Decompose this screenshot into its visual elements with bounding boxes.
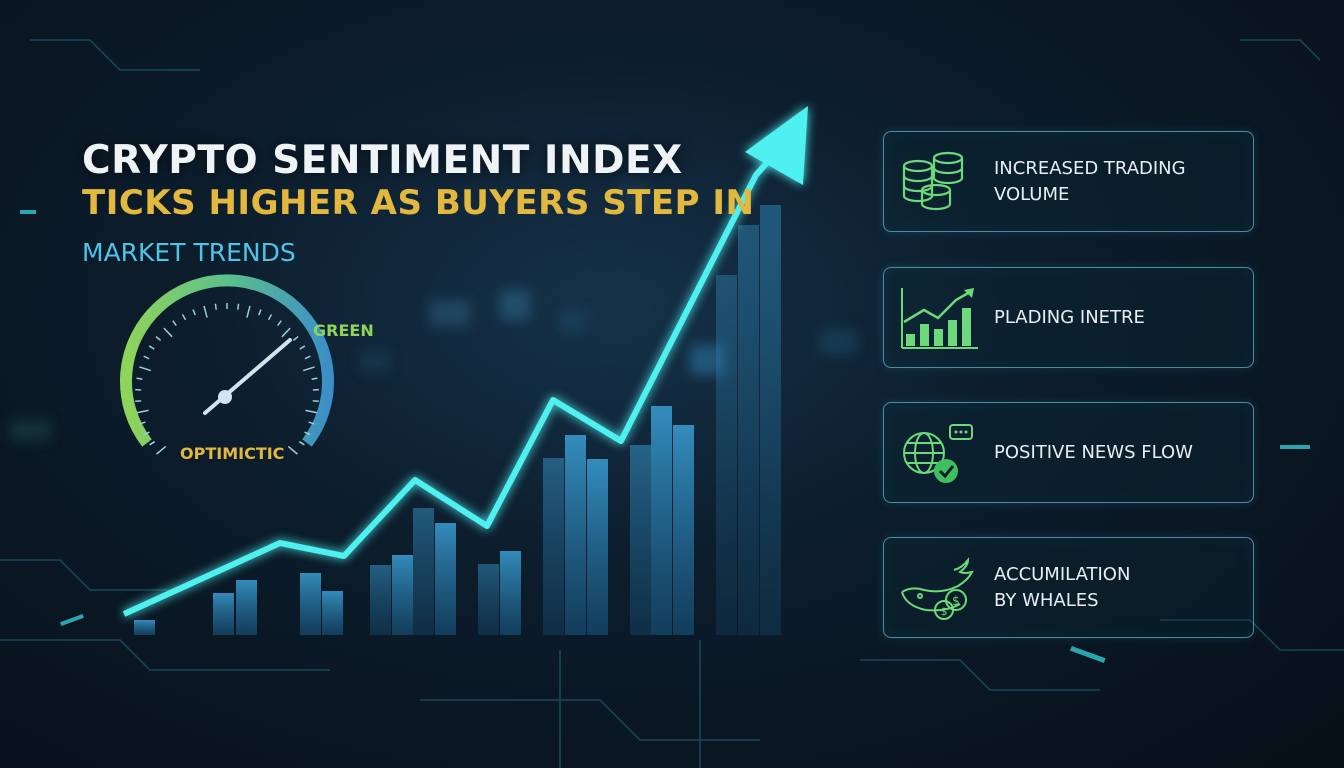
gauge-tick bbox=[246, 305, 251, 318]
gauge-tick bbox=[299, 345, 306, 350]
card-trading-interest: PLADING INETRE bbox=[883, 267, 1254, 368]
bar bbox=[213, 593, 234, 635]
gauge-tick bbox=[148, 345, 155, 350]
card-whale-accumulation: $ $ ACCUMILATION BY WHALES bbox=[883, 537, 1254, 638]
gauge-tick bbox=[298, 440, 305, 446]
bar bbox=[500, 551, 521, 635]
svg-text:$: $ bbox=[941, 605, 948, 618]
bar bbox=[392, 555, 413, 635]
svg-text:$: $ bbox=[952, 594, 960, 608]
gauge-tick bbox=[136, 377, 143, 380]
gauge-tick bbox=[156, 445, 167, 455]
gauge-tick bbox=[181, 314, 187, 321]
bar bbox=[565, 435, 586, 635]
gauge-tick bbox=[155, 335, 162, 341]
sentiment-gauge bbox=[120, 274, 334, 455]
bar bbox=[300, 573, 321, 635]
gauge-tick bbox=[214, 303, 217, 310]
gauge-state-label: OPTIMICTIC bbox=[180, 444, 285, 463]
circuit-lines bbox=[0, 39, 1344, 768]
category-tag: MARKET TRENDS bbox=[82, 238, 296, 267]
gauge-tick bbox=[287, 445, 298, 455]
bar bbox=[435, 523, 456, 635]
page-title: CRYPTO SENTIMENT INDEX bbox=[82, 138, 683, 183]
card-label: POSITIVE NEWS FLOW bbox=[994, 441, 1193, 463]
gauge-tick bbox=[143, 355, 150, 360]
gauge-tick bbox=[258, 309, 262, 316]
gauge-tick bbox=[136, 409, 149, 414]
whale-coins-icon: $ $ bbox=[901, 556, 974, 620]
gauge-tick bbox=[143, 431, 150, 436]
bar bbox=[413, 508, 434, 635]
card-label: PLADING INETRE bbox=[994, 306, 1145, 328]
gauge-tick bbox=[203, 305, 208, 318]
card-label: INCREASED TRADING VOLUME bbox=[994, 158, 1186, 205]
gauge-tick bbox=[192, 309, 196, 316]
gauge-tick bbox=[302, 366, 315, 372]
card-label: ACCUMILATION BY WHALES bbox=[994, 564, 1131, 611]
gauge-tick bbox=[292, 335, 299, 341]
bar bbox=[738, 225, 759, 635]
gauge-tick bbox=[305, 409, 318, 414]
gauge-tick bbox=[237, 303, 240, 310]
gauge-tick bbox=[267, 314, 273, 321]
gauge-tick bbox=[163, 327, 173, 338]
gauge-tick bbox=[304, 355, 311, 360]
bar bbox=[760, 205, 781, 635]
circuit-glow-dashes bbox=[20, 210, 1310, 663]
card-news-flow: POSITIVE NEWS FLOW bbox=[883, 402, 1254, 503]
gauge-tick bbox=[281, 327, 291, 338]
bar bbox=[587, 459, 608, 635]
bar-group bbox=[134, 205, 781, 635]
gauge-tick bbox=[277, 320, 282, 326]
bar bbox=[370, 565, 391, 635]
bar-chart-icon bbox=[901, 288, 978, 349]
bar bbox=[543, 458, 564, 635]
gauge-tick bbox=[149, 440, 156, 446]
gauge-tick bbox=[139, 421, 146, 425]
bar bbox=[630, 445, 651, 635]
trend-line bbox=[122, 146, 783, 617]
globe-news-icon bbox=[903, 424, 973, 483]
gauge-tick bbox=[139, 366, 152, 372]
gauge-zone-label: GREEN bbox=[313, 321, 374, 340]
bar bbox=[716, 275, 737, 635]
gauge-tick bbox=[304, 431, 311, 436]
bar bbox=[478, 564, 499, 635]
bar bbox=[322, 591, 343, 635]
bar bbox=[134, 620, 155, 635]
bar bbox=[651, 406, 672, 635]
trend-arrow-head bbox=[745, 106, 808, 185]
card-trading-volume: INCREASED TRADING VOLUME bbox=[883, 131, 1254, 232]
gauge-tick bbox=[311, 377, 318, 380]
coin-stacks-icon bbox=[902, 151, 964, 211]
gauge-tick bbox=[308, 421, 315, 425]
bar bbox=[236, 580, 257, 635]
gauge-tick bbox=[172, 320, 177, 326]
bar bbox=[673, 425, 694, 635]
page-subtitle: TICKS HIGHER AS BUYERS STEP IN bbox=[82, 183, 755, 223]
